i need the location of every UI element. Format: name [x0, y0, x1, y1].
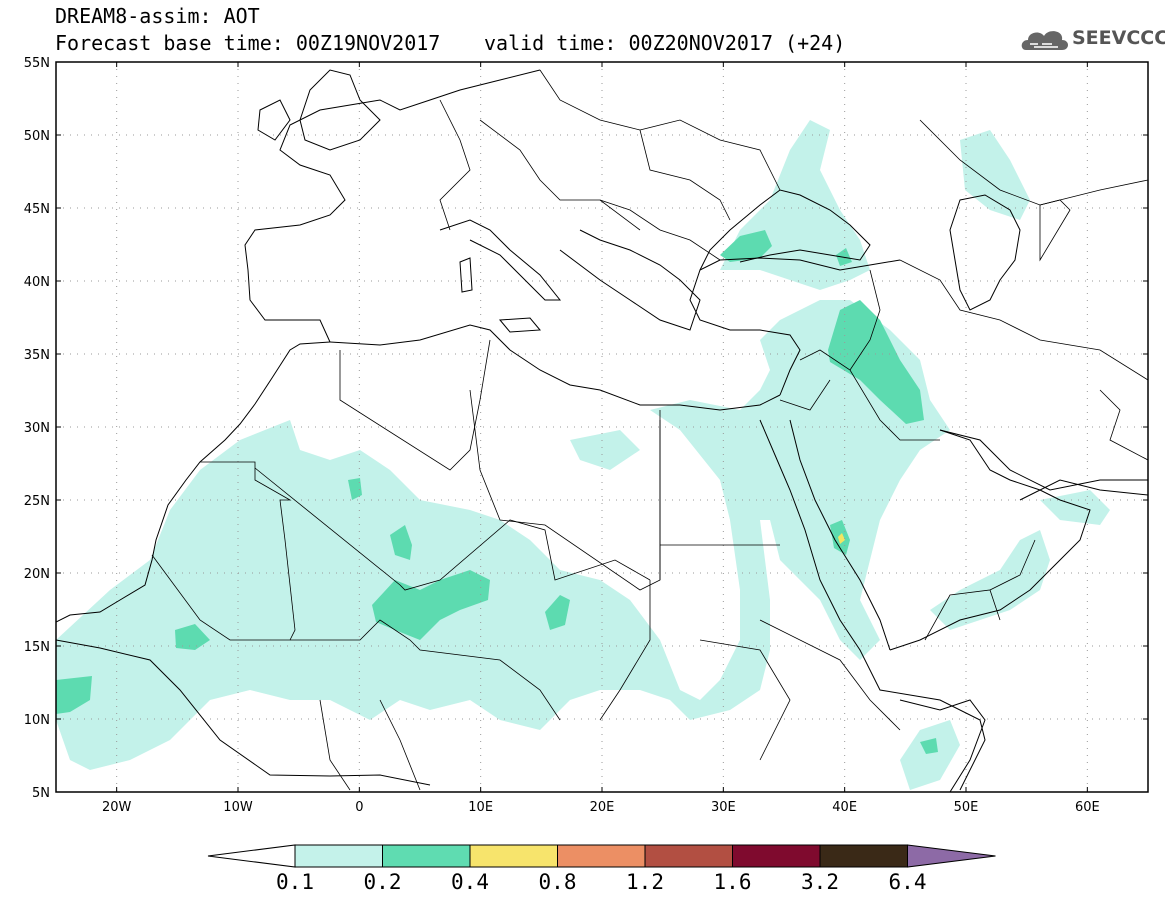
lat-label: 45N [24, 202, 50, 217]
country-borders [151, 69, 1148, 791]
colorbar-segment [382, 844, 471, 868]
colorbar-segment [469, 844, 558, 868]
lon-label: 0 [355, 800, 363, 815]
lat-label: 10N [24, 713, 50, 728]
colorbar-label: 0.4 [451, 870, 489, 894]
colorbar-segment [557, 844, 646, 868]
aot-high-spot [838, 533, 845, 544]
colorbar-label: 6.4 [889, 870, 927, 894]
lat-label: 25N [24, 494, 50, 509]
colorbar-label: 1.2 [626, 870, 664, 894]
coastlines [56, 69, 1148, 792]
lat-label: 5N [32, 786, 50, 801]
lat-label: 55N [24, 56, 50, 71]
aot-mid-areas [56, 230, 938, 754]
axis-ticks [56, 61, 1148, 793]
longitude-labels: 20W 10W 0 10E 20E 30E 40E 50E 60E [102, 800, 1100, 815]
colorbar-label: 3.2 [801, 870, 839, 894]
cloud-logo-icon [1021, 31, 1068, 50]
colorbar-segment [819, 844, 908, 868]
colorbar-segment [294, 844, 383, 868]
colorbar-label: 1.6 [714, 870, 752, 894]
colorbar-max-arrow [907, 844, 996, 868]
colorbar-label: 0.2 [364, 870, 402, 894]
lat-label: 30N [24, 421, 50, 436]
colorbar-segment [732, 844, 821, 868]
lon-label: 10W [223, 800, 253, 815]
forecast-base-time: Forecast base time: 00Z19NOV2017 [55, 31, 441, 55]
latitude-labels: 5N 10N 15N 20N 25N 30N 35N 40N 45N 50N 55N [24, 56, 50, 801]
seevccc-logo: SEEVCCC [1018, 22, 1165, 58]
lat-label: 35N [24, 348, 50, 363]
colorbar-min-arrow [207, 844, 296, 868]
colorbar-segment [644, 844, 733, 868]
lat-label: 40N [24, 275, 50, 290]
lat-label: 20N [24, 567, 50, 582]
product-title: DREAM8-assim: AOT [55, 4, 260, 28]
valid-time: valid time: 00Z20NOV2017 (+24) [484, 31, 846, 55]
lon-label: 20E [590, 800, 615, 815]
logo-text: SEEVCCC [1072, 27, 1165, 49]
colorbar-label: 0.8 [539, 870, 577, 894]
colorbar-label: 0.1 [276, 870, 314, 894]
lon-label: 10E [468, 800, 493, 815]
lon-label: 60E [1075, 800, 1100, 815]
lon-label: 50E [954, 800, 979, 815]
lon-label: 20W [102, 800, 132, 815]
lon-label: 40E [832, 800, 857, 815]
lat-label: 50N [24, 129, 50, 144]
map-gridlines [56, 62, 1148, 792]
lat-label: 15N [24, 640, 50, 655]
lon-label: 30E [711, 800, 736, 815]
